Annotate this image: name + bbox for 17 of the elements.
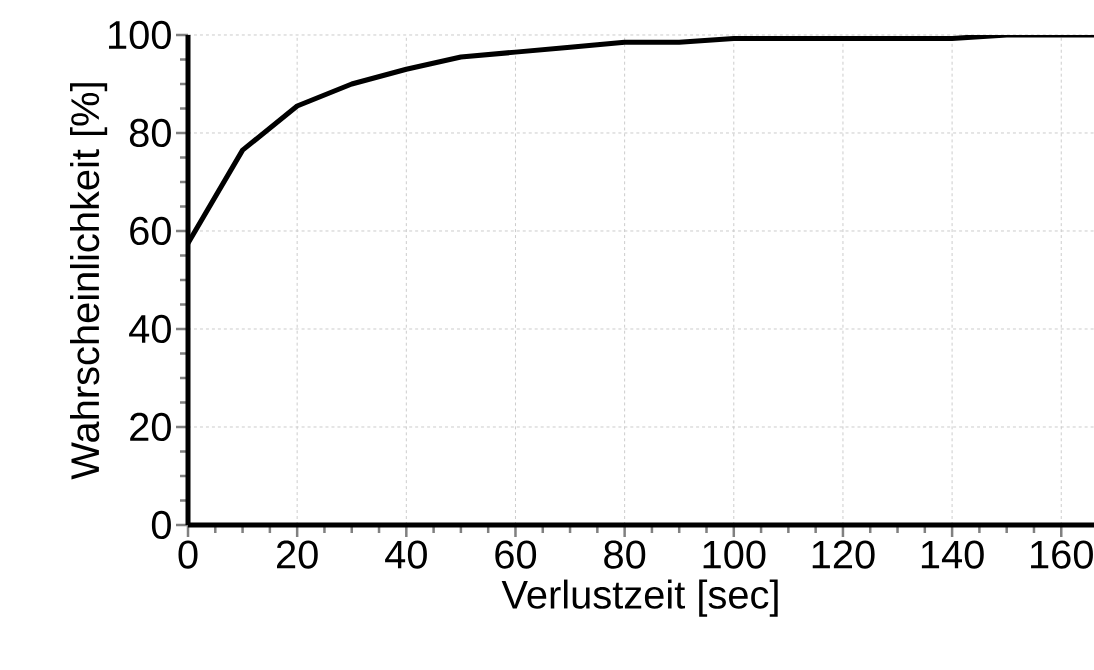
x-tick-label: 20 (277, 540, 318, 569)
y-tick-label: 20 (130, 412, 171, 442)
y-tick-label: 100 (109, 20, 171, 50)
x-tick-label: 0 (178, 540, 198, 569)
x-tick-label: 140 (921, 540, 984, 569)
x-tick-label: 160 (1031, 540, 1093, 569)
y-tick-label: 40 (129, 314, 171, 344)
y-tick-label: 60 (130, 216, 171, 246)
x-tick-label: 120 (812, 540, 875, 569)
y-tick-label: 80 (129, 118, 171, 148)
x-tick-label: 100 (703, 540, 766, 569)
y-tick-label: 0 (151, 510, 171, 540)
x-axis-title: Verlustzeit [sec] (501, 579, 778, 617)
y-axis-title: Wahrscheinlichkeit [%] (70, 83, 108, 480)
x-tick-label: 80 (604, 540, 646, 569)
x-tick-label: 40 (385, 540, 427, 569)
x-tick-label: 60 (495, 540, 537, 569)
